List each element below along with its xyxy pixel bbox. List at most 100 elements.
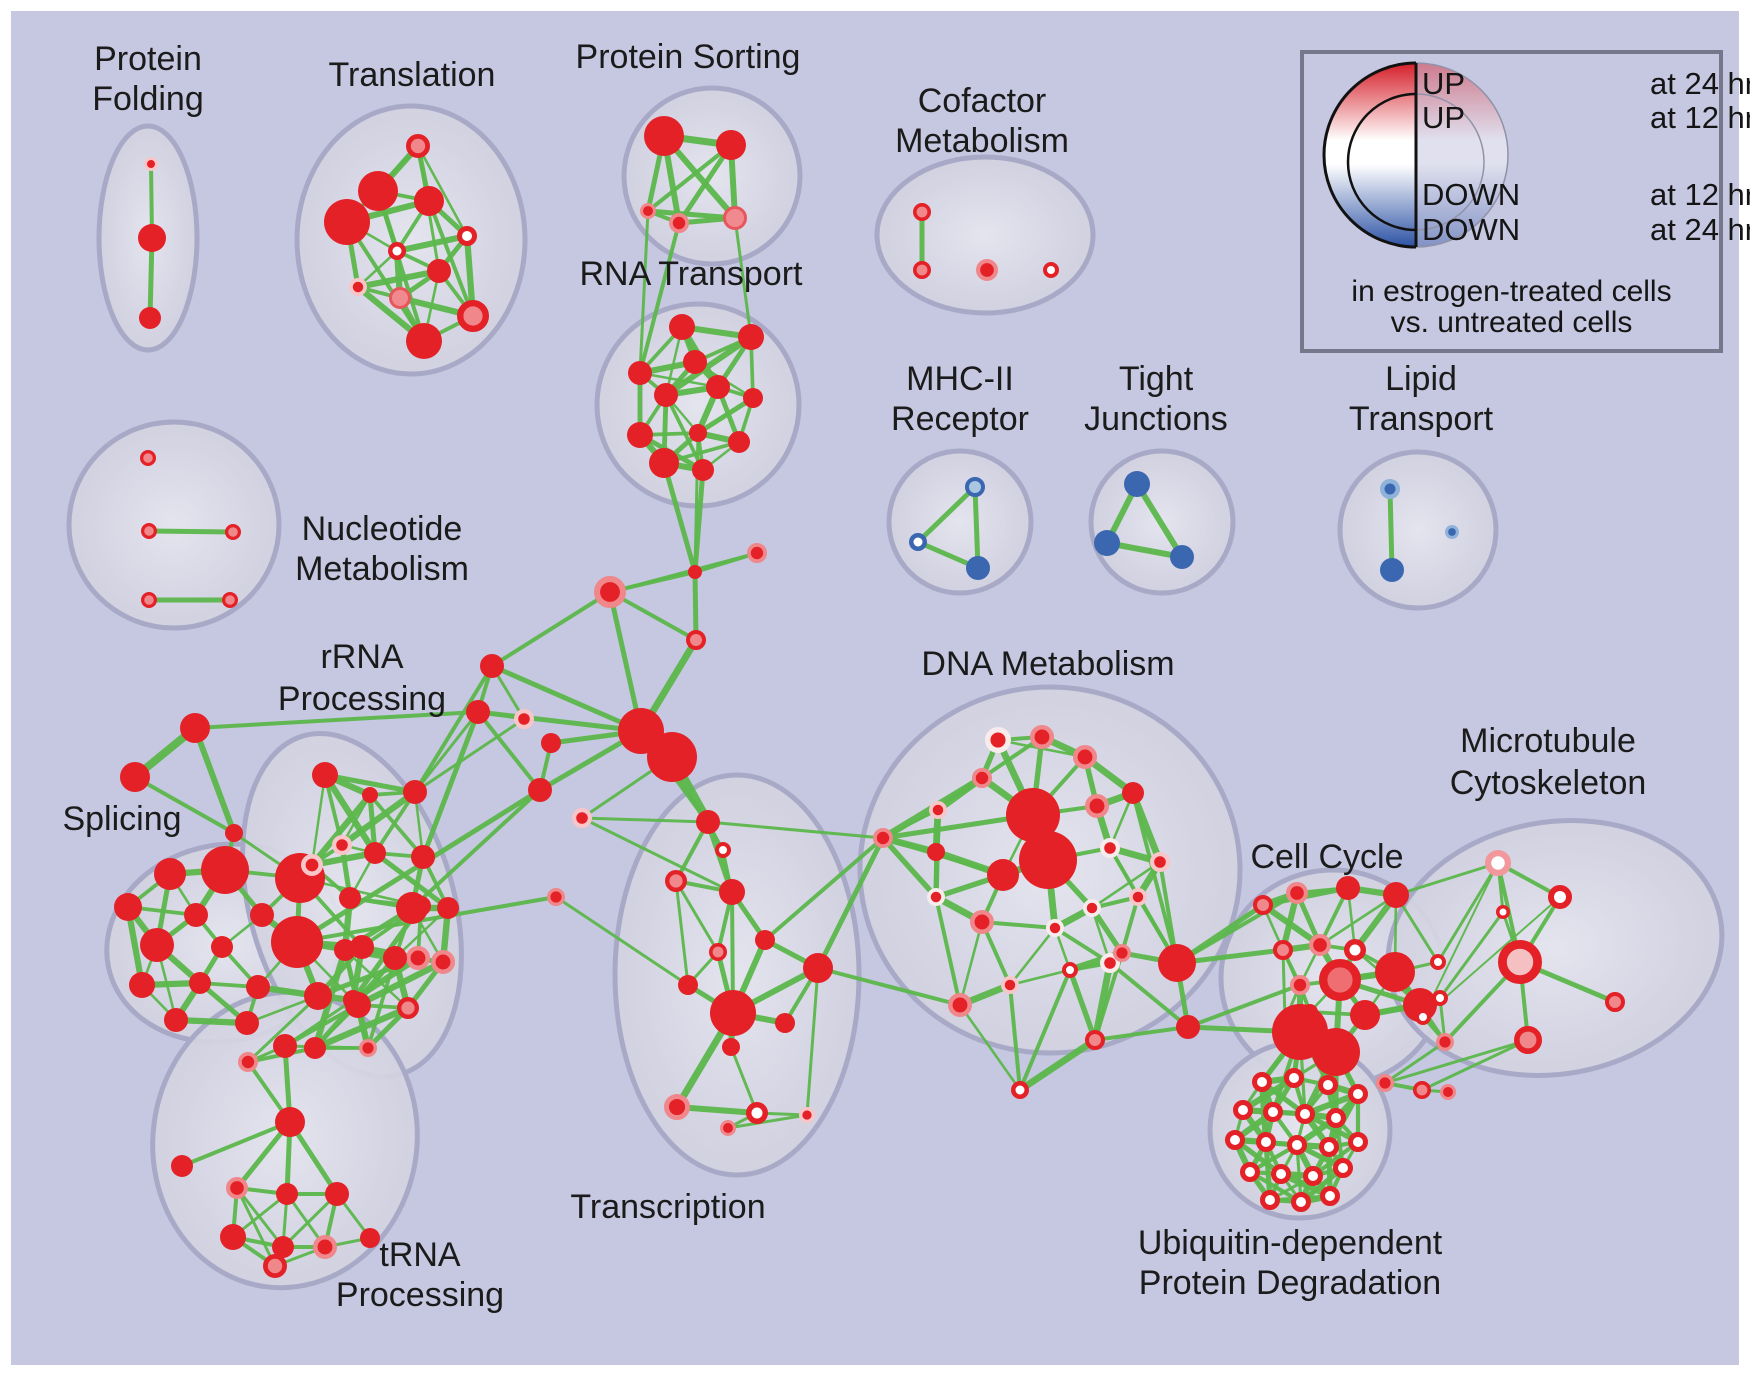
- edge: [674, 1104, 760, 1116]
- edge: [1422, 862, 1499, 1018]
- edge: [1281, 948, 1287, 1022]
- node-sp-13: [304, 982, 332, 1010]
- edge: [413, 717, 526, 794]
- node-ps-3: [669, 212, 690, 233]
- node-dm-26: [1158, 944, 1196, 982]
- cluster-ellipse-lt: [1337, 449, 1499, 611]
- edge: [373, 790, 417, 855]
- edge: [972, 484, 981, 571]
- edge: [763, 836, 885, 942]
- edge: [490, 590, 612, 668]
- legend-direction: UP: [1422, 66, 1466, 101]
- cluster-label-tr: Translation: [329, 56, 496, 94]
- node-dm-6: [1122, 782, 1144, 804]
- node-sp-5: [250, 903, 274, 927]
- cluster-label-mh: Receptor: [891, 400, 1029, 438]
- edge: [674, 879, 720, 954]
- node-dm-8: [1006, 788, 1060, 842]
- node-rr-6: [411, 845, 435, 869]
- cluster-label-ps: Protein Sorting: [576, 38, 801, 76]
- edge: [1420, 1038, 1530, 1092]
- edge: [980, 920, 1057, 930]
- node-dm-4: [929, 801, 948, 820]
- node-tn-3: [171, 1155, 193, 1177]
- node-rt-11: [692, 459, 714, 481]
- cluster-label-cf: Cofactor: [918, 82, 1047, 120]
- node-mc-3: [1498, 940, 1543, 985]
- node-dm-12: [987, 859, 1019, 891]
- edge: [1438, 910, 1505, 1000]
- edge: [354, 958, 447, 1009]
- node-cc-5: [1308, 934, 1331, 957]
- node-nm-4: [222, 591, 239, 608]
- cluster-label-lt: Transport: [1349, 400, 1494, 438]
- node-mc-8: [1375, 1073, 1394, 1092]
- edge: [816, 966, 962, 1007]
- node-tx-6: [803, 953, 833, 983]
- node-tj-0: [1124, 471, 1150, 497]
- node-sp-14: [164, 1008, 188, 1032]
- node-hb-8: [547, 888, 566, 907]
- edge: [366, 956, 397, 1050]
- legend-time: at 24 hrs: [1650, 212, 1750, 247]
- edge: [1008, 983, 1022, 1092]
- edge: [638, 371, 720, 389]
- node-cc-6: [1344, 939, 1366, 961]
- node-ps-4: [723, 206, 747, 230]
- node-dm-11: [1149, 851, 1170, 872]
- node-rr-8: [396, 892, 428, 924]
- edge: [980, 735, 1044, 780]
- node-rt-12: [688, 565, 702, 579]
- edge: [1120, 895, 1140, 955]
- edge: [235, 1186, 285, 1249]
- node-ub-6: [1233, 1100, 1253, 1120]
- node-rt-2: [683, 350, 707, 374]
- node-rt-6: [743, 388, 763, 408]
- node-lt-2: [1444, 525, 1459, 540]
- edge: [958, 1003, 1022, 1092]
- cluster-label-rt: RNA Transport: [580, 255, 804, 293]
- node-tx-3: [719, 879, 745, 905]
- node-mc-2: [1496, 905, 1510, 919]
- node-cc-14: [1432, 990, 1448, 1006]
- edge: [554, 895, 690, 987]
- node-rt-1: [738, 324, 764, 350]
- legend-caption: in estrogen-treated cells vs. untreated …: [1304, 276, 1719, 338]
- node-rr-3: [332, 834, 353, 855]
- node-tx-5: [755, 930, 775, 950]
- node-dm-19: [1099, 952, 1120, 973]
- node-dm-10: [1099, 837, 1120, 858]
- edge: [1239, 1074, 1298, 1114]
- node-mh-0: [965, 477, 985, 497]
- node-ub-13: [1319, 1137, 1339, 1157]
- cluster-label-pf: Folding: [92, 80, 204, 118]
- edge: [1134, 481, 1185, 560]
- legend-row-up-24: UP at 24 hrs: [1422, 66, 1750, 101]
- edge: [308, 791, 374, 869]
- node-ub-3: [1284, 1068, 1304, 1088]
- edge: [1108, 846, 1179, 965]
- edge: [880, 835, 939, 900]
- cluster-label-tx: Transcription: [570, 1188, 765, 1226]
- node-mh-2: [966, 556, 990, 580]
- node-hb-4: [513, 708, 534, 729]
- node-nm-3: [141, 591, 158, 608]
- node-tr-9: [457, 300, 490, 333]
- node-rr-4: [300, 853, 323, 876]
- node-sp-4: [184, 903, 208, 927]
- node-tn-11: [360, 1228, 380, 1248]
- node-tx-14: [720, 1120, 737, 1137]
- edge: [192, 725, 237, 836]
- node-rr-7: [339, 887, 361, 909]
- node-cc-7: [1290, 975, 1311, 996]
- cluster-label-mh: MHC-II: [906, 360, 1014, 398]
- node-rt-7: [627, 422, 653, 448]
- cluster-label-ub: Protein Degradation: [1139, 1264, 1441, 1302]
- node-tx-10: [722, 1038, 740, 1056]
- edge: [416, 144, 469, 238]
- node-rr-10: [334, 939, 356, 961]
- node-mc-4: [1605, 992, 1625, 1012]
- node-cf-0: [912, 203, 931, 222]
- node-rt-3: [628, 361, 652, 385]
